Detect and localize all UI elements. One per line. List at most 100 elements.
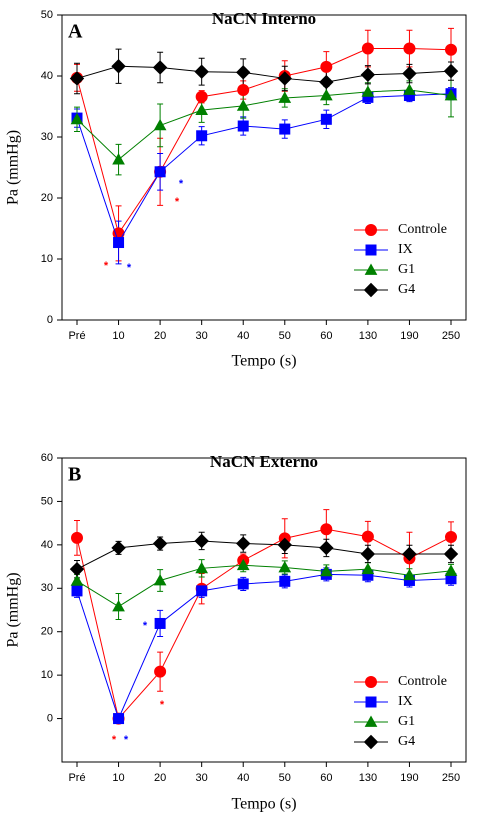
significance-mark: * <box>127 262 132 274</box>
data-point <box>236 99 250 111</box>
y-tick-label: 10 <box>41 669 53 681</box>
panel: NaCN Externo B 0 10 20 30 40 50 60 Pré 10 20 30 40 50 6… <box>5 452 467 813</box>
data-point <box>153 573 167 586</box>
significance-mark: * <box>143 620 148 632</box>
data-point <box>403 568 416 581</box>
legend-label: Controle <box>398 674 447 689</box>
data-point <box>111 540 126 556</box>
legend-marker <box>365 244 377 256</box>
data-point <box>319 74 334 90</box>
y-tick-label: 30 <box>41 131 53 143</box>
data-point <box>443 546 459 562</box>
data-point <box>70 574 84 586</box>
x-tick-label: 10 <box>112 772 124 784</box>
legend-marker <box>365 676 377 688</box>
y-tick-label: 50 <box>41 495 53 507</box>
y-tick-label: 40 <box>41 70 53 82</box>
panel-title: NaCN Externo <box>210 452 318 471</box>
panel: NaCN Interno A 0 10 20 30 40 50 Pré 10 20 30 40 50 60 1… <box>5 9 467 370</box>
legend-marker <box>363 282 379 298</box>
x-tick-label: 40 <box>237 772 249 784</box>
data-point <box>279 575 291 587</box>
data-point <box>277 537 292 553</box>
series-line <box>76 540 451 570</box>
series-line <box>76 65 452 83</box>
x-axis-label: Tempo (s) <box>231 353 296 370</box>
x-tick-label: 130 <box>359 330 377 342</box>
data-point <box>237 578 249 590</box>
legend-marker <box>364 715 378 727</box>
y-tick-label: 50 <box>41 9 53 21</box>
data-point <box>196 585 208 597</box>
x-tick-label: 60 <box>320 330 332 342</box>
data-point <box>69 561 85 577</box>
data-point <box>112 599 125 612</box>
data-point <box>402 66 417 81</box>
data-point <box>403 83 416 95</box>
y-axis-label: Pa (mmHg) <box>5 130 22 205</box>
x-tick-label: 190 <box>400 772 418 784</box>
data-point <box>195 103 209 116</box>
data-point <box>445 43 457 56</box>
data-point <box>113 713 125 725</box>
x-tick-label: 250 <box>442 330 460 342</box>
data-point <box>195 90 208 103</box>
data-point <box>319 564 333 577</box>
series-line <box>76 528 452 720</box>
series-line <box>76 564 452 608</box>
data-point <box>319 540 334 556</box>
legend-marker <box>364 263 378 275</box>
significance-mark: * <box>179 178 184 190</box>
data-point <box>113 237 125 249</box>
data-point <box>236 536 251 551</box>
x-tick-label: 10 <box>112 330 124 342</box>
data-point <box>320 523 333 536</box>
data-point <box>152 536 168 551</box>
data-point <box>236 558 250 571</box>
data-point <box>153 118 167 131</box>
x-tick-label: 50 <box>279 330 291 342</box>
data-point <box>237 120 249 132</box>
data-point <box>361 42 374 55</box>
data-point <box>278 560 292 573</box>
x-tick-label: Pré <box>68 330 85 342</box>
y-tick-label: 10 <box>41 253 53 265</box>
significance-mark: * <box>175 196 180 208</box>
x-tick-label: Pré <box>68 772 85 784</box>
data-point <box>361 85 375 97</box>
data-point <box>402 546 417 562</box>
panel-letter: B <box>68 464 81 486</box>
data-point <box>445 531 457 544</box>
x-tick-label: 190 <box>400 330 418 342</box>
data-point <box>277 71 292 86</box>
series-line <box>76 48 452 235</box>
significance-mark: * <box>104 260 109 272</box>
x-tick-label: 50 <box>279 772 291 784</box>
legend-marker <box>365 696 377 708</box>
legend-label: G4 <box>398 282 415 297</box>
significance-mark: * <box>160 699 165 711</box>
y-tick-label: 0 <box>47 314 53 326</box>
data-point <box>360 67 376 82</box>
data-point <box>361 562 375 575</box>
significance-mark: * <box>112 734 117 746</box>
data-point <box>70 112 84 125</box>
data-point <box>279 123 291 135</box>
data-point <box>360 546 376 562</box>
data-point <box>319 88 333 101</box>
legend-marker <box>365 224 377 236</box>
data-point <box>444 564 458 576</box>
y-tick-label: 60 <box>41 452 53 464</box>
data-point <box>194 533 209 549</box>
data-point <box>154 665 167 678</box>
legend-label: G4 <box>398 734 415 749</box>
series-line <box>76 89 452 161</box>
data-point <box>236 65 251 80</box>
x-tick-label: 20 <box>154 330 166 342</box>
x-tick-label: 30 <box>196 330 208 342</box>
data-point <box>195 561 209 574</box>
data-point <box>71 585 83 597</box>
data-point <box>237 84 250 97</box>
plot-frame <box>61 14 467 321</box>
